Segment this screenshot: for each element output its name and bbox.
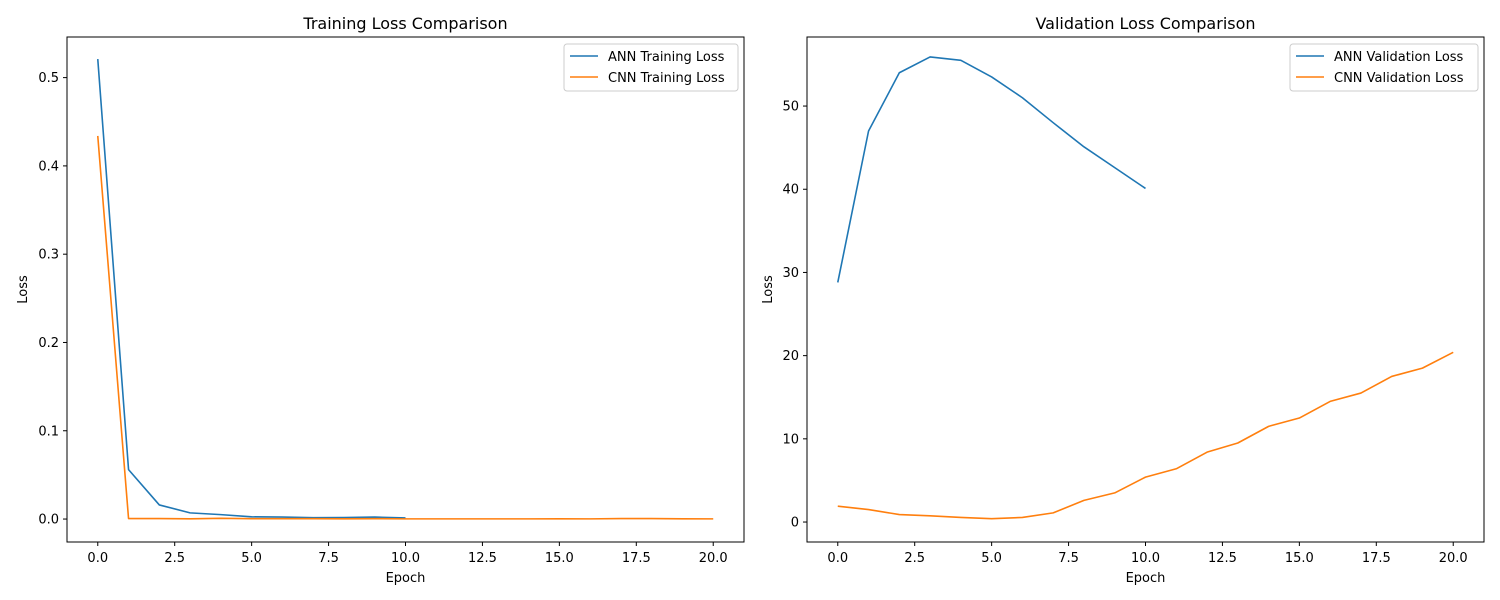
x-tick-label: 7.5 [1058,551,1079,566]
legend-box [1289,43,1479,92]
y-tick-label: 0.5 [38,71,59,86]
y-tick-label: 0.1 [38,424,59,439]
series-line-cnn [96,135,714,520]
series-line-ann [836,56,1146,283]
y-tick-label: 0 [791,516,799,531]
chart-title: Validation Loss Comparison [1035,14,1255,33]
y-tick-label: 30 [782,266,799,281]
y-tick-label: 0.0 [38,513,59,528]
x-axis-label: Epoch [386,571,426,586]
x-tick-label: 2.5 [164,551,185,566]
chart-title: Training Loss Comparison [302,14,507,33]
plot-frame [806,36,1485,543]
subplot-training-loss: Training Loss Comparison 0.0 2.5 5.0 7.5 10.… [16,14,745,586]
x-tick-label: 17.5 [622,551,651,566]
y-axis-label: Loss [761,275,776,304]
x-tick-label: 5.0 [981,551,1002,566]
y-tick-label: 20 [782,349,799,364]
legend-label-ann: ANN Training Loss [608,50,725,65]
y-tick-label: 0.4 [38,159,59,174]
x-tick-label: 15.0 [1285,551,1314,566]
x-tick-label: 2.5 [904,551,925,566]
y-tick-label: 0.2 [38,336,59,351]
plot-frame [66,36,745,543]
legend-label-cnn: CNN Training Loss [608,71,725,86]
x-tick-label: 20.0 [699,551,728,566]
x-tick-label: 12.5 [468,551,497,566]
legend-label-ann: ANN Validation Loss [1334,50,1464,65]
x-tick-label: 15.0 [545,551,574,566]
series-line-ann [96,59,406,519]
y-tick-label: 50 [782,100,799,115]
x-tick-label: 5.0 [241,551,262,566]
y-tick-label: 0.3 [38,248,59,263]
series-layer [96,59,714,520]
ticks-layer: 0.0 2.5 5.0 7.5 10.0 12.5 15.0 17.5 20.0 0.0 0.1 0.… [38,71,727,566]
legend: ANN Training Loss CNN Training Loss [563,43,739,92]
x-tick-label: 7.5 [318,551,339,566]
y-tick-label: 40 [782,183,799,198]
y-axis-label: Loss [16,275,31,304]
legend-box [563,43,739,92]
x-axis-label: Epoch [1126,571,1166,586]
legend: ANN Validation Loss CNN Validation Loss [1289,43,1479,92]
x-tick-label: 12.5 [1208,551,1237,566]
x-tick-label: 10.0 [1131,551,1160,566]
x-tick-label: 20.0 [1439,551,1468,566]
ticks-layer: 0.0 2.5 5.0 7.5 10.0 12.5 15.0 17.5 20.0 0 10 20 30 4… [782,100,1467,566]
x-tick-label: 0.0 [827,551,848,566]
subplot-validation-loss: Validation Loss Comparison 0.0 2.5 5.0 7.5 1… [761,14,1485,586]
x-tick-label: 10.0 [391,551,420,566]
series-line-cnn [837,351,1454,520]
legend-label-cnn: CNN Validation Loss [1334,71,1464,86]
x-tick-label: 17.5 [1362,551,1391,566]
series-layer [836,56,1454,520]
y-tick-label: 10 [782,432,799,447]
x-tick-label: 0.0 [87,551,108,566]
